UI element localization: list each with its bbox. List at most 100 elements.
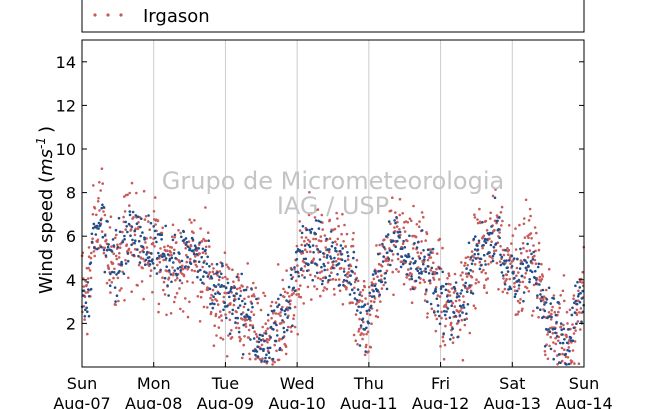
data-point-series-0	[250, 310, 253, 314]
data-point-series-0	[286, 325, 290, 329]
data-point-series-0	[153, 196, 157, 199]
data-point-series-0	[166, 244, 170, 248]
data-point-series-1	[298, 250, 302, 253]
data-point-series-0	[193, 269, 196, 273]
data-point-series-1	[85, 306, 88, 310]
data-point-series-0	[165, 269, 169, 273]
data-point-series-0	[566, 356, 570, 359]
data-point-series-0	[143, 218, 147, 221]
data-point-series-0	[401, 212, 405, 215]
y-tick-label: 10	[56, 140, 76, 159]
data-point-series-0	[286, 291, 289, 295]
data-point-series-1	[172, 252, 176, 255]
data-point-series-0	[544, 353, 547, 357]
data-point-series-0	[264, 329, 268, 333]
data-point-series-1	[353, 291, 356, 295]
data-point-series-0	[484, 271, 488, 275]
data-point-series-1	[106, 245, 110, 249]
data-point-series-1	[295, 258, 299, 261]
data-point-series-0	[575, 313, 579, 317]
data-point-series-0	[179, 231, 182, 235]
data-point-series-1	[572, 326, 576, 330]
data-point-series-1	[206, 255, 209, 259]
data-point-series-0	[503, 287, 507, 291]
data-point-series-0	[315, 244, 318, 248]
data-point-series-0	[336, 253, 340, 256]
data-point-series-0	[470, 250, 474, 253]
data-point-series-0	[182, 274, 186, 278]
data-point-series-0	[176, 276, 179, 280]
data-point-series-1	[573, 311, 577, 314]
data-point-series-0	[507, 224, 511, 227]
data-point-series-0	[511, 234, 515, 237]
data-point-series-1	[311, 244, 315, 247]
data-point-series-0	[246, 262, 249, 265]
data-point-series-0	[440, 316, 443, 320]
data-point-series-1	[205, 262, 209, 266]
data-point-series-0	[183, 241, 186, 244]
data-point-series-0	[279, 311, 282, 314]
data-point-series-0	[452, 336, 455, 340]
data-point-series-0	[351, 238, 355, 241]
data-point-series-0	[148, 251, 151, 254]
data-point-series-1	[460, 289, 464, 292]
data-point-series-1	[266, 346, 270, 350]
data-point-series-0	[218, 310, 222, 313]
data-point-series-1	[101, 235, 105, 239]
data-point-series-0	[253, 330, 256, 334]
data-point-series-1	[429, 302, 433, 306]
data-point-series-1	[489, 243, 493, 247]
data-point-series-1	[390, 249, 394, 253]
data-point-series-1	[517, 284, 521, 287]
data-point-series-0	[507, 253, 510, 256]
data-point-series-0	[419, 251, 423, 255]
data-point-series-0	[578, 311, 581, 314]
data-point-series-1	[384, 281, 387, 284]
data-point-series-0	[448, 290, 451, 294]
data-point-series-1	[326, 254, 329, 257]
data-point-series-0	[256, 301, 260, 305]
data-point-series-0	[292, 317, 295, 321]
data-point-series-1	[303, 276, 306, 279]
data-point-series-0	[459, 309, 462, 313]
data-point-series-0	[319, 294, 322, 298]
data-point-series-0	[293, 305, 297, 309]
data-point-series-0	[149, 274, 152, 278]
data-point-series-1	[143, 238, 146, 241]
data-point-series-0	[502, 277, 505, 280]
data-point-series-1	[351, 288, 354, 292]
data-point-series-0	[507, 248, 511, 252]
data-point-series-0	[422, 278, 425, 282]
data-point-series-1	[212, 284, 216, 287]
data-point-series-1	[294, 270, 297, 274]
data-point-series-1	[202, 261, 205, 264]
data-point-series-0	[527, 290, 531, 293]
data-point-series-1	[422, 249, 425, 252]
data-point-series-0	[566, 322, 569, 325]
data-point-series-0	[437, 278, 441, 281]
data-point-series-0	[304, 236, 308, 239]
data-point-series-0	[294, 279, 298, 283]
data-point-series-0	[465, 275, 469, 278]
x-tick-label-date: Aug-10	[268, 394, 325, 409]
data-point-series-0	[202, 305, 206, 309]
data-point-series-1	[510, 254, 514, 258]
data-point-series-0	[113, 267, 116, 271]
data-point-series-0	[366, 302, 370, 306]
data-point-series-0	[96, 238, 100, 242]
data-point-series-1	[231, 308, 235, 312]
data-point-series-1	[564, 352, 567, 356]
data-point-series-0	[326, 261, 330, 265]
data-point-series-1	[463, 284, 467, 288]
data-point-series-0	[334, 259, 338, 263]
data-point-series-0	[145, 246, 149, 249]
data-point-series-1	[396, 252, 400, 256]
data-point-series-1	[576, 295, 580, 298]
data-point-series-0	[103, 213, 107, 217]
data-point-series-1	[433, 311, 436, 314]
data-point-series-1	[328, 274, 332, 278]
data-point-series-0	[462, 300, 466, 304]
data-point-series-0	[411, 234, 414, 238]
data-point-series-1	[218, 275, 221, 279]
data-point-series-0	[105, 281, 109, 285]
